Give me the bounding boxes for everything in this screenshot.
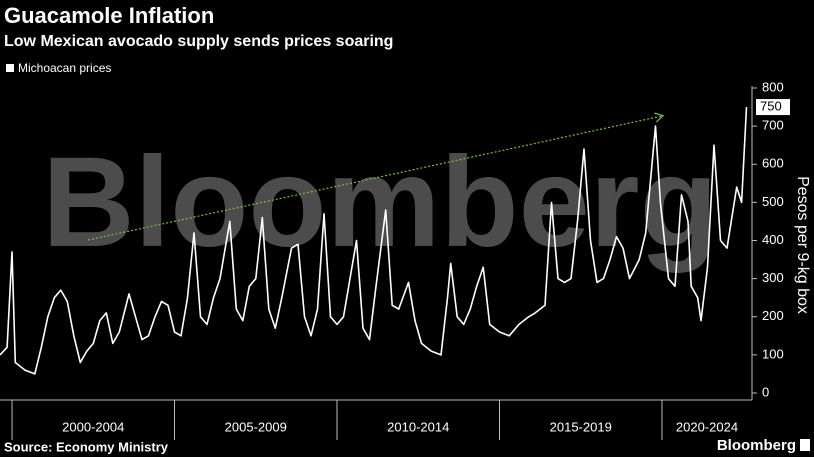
last-value-label: 750 [760,99,782,114]
trend-arrow [87,116,662,241]
x-tick-label: 2010-2014 [387,419,449,434]
chart-subtitle: Low Mexican avocado supply sends prices … [4,33,393,50]
x-tick-label: 2000-2004 [62,419,124,434]
y-tick-label: 100 [762,346,784,361]
source: Source: Economy Ministry [4,439,169,454]
last-value-box [756,99,790,116]
y-tick-label: 500 [762,194,784,209]
y-tick-label: 600 [762,156,784,171]
y-axis-title: Pesos per 9-kg box [794,176,811,314]
price-line [0,107,748,375]
logo: Bloomberg [717,437,796,454]
legend-label: Michoacan prices [18,61,111,75]
y-tick-label: 300 [762,270,784,285]
logo-icon [800,439,810,451]
x-tick-label: 2015-2019 [550,419,612,434]
y-tick-label: 800 [762,79,784,94]
chart-title: Guacamole Inflation [4,3,214,28]
legend-swatch [6,64,14,72]
y-tick-label: 400 [762,232,784,247]
x-tick-label: 2020-2024 [676,419,738,434]
x-tick-label: 2005-2009 [225,419,287,434]
y-tick-label: 200 [762,308,784,323]
y-tick-label: 700 [762,118,784,133]
y-tick-label: 0 [762,384,769,399]
